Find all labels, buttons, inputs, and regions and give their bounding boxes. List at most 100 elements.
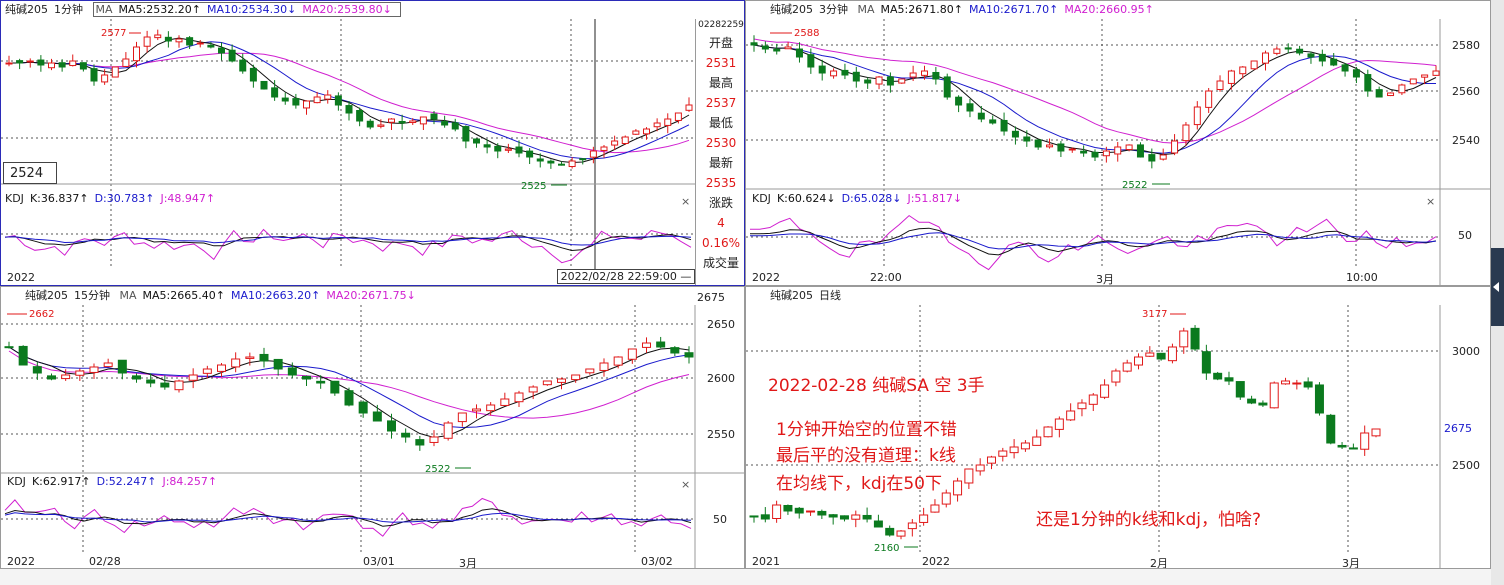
candle xyxy=(1156,352,1166,361)
candle xyxy=(429,430,439,447)
candle xyxy=(919,507,929,526)
x-axis-label: 2月 xyxy=(1150,557,1168,569)
candle xyxy=(16,58,24,70)
candle xyxy=(794,507,804,519)
candle xyxy=(239,53,247,74)
candle xyxy=(784,42,792,50)
candle xyxy=(898,78,906,84)
y-axis-label: 2500 xyxy=(1452,459,1480,472)
low-marker: 2160 xyxy=(874,543,899,554)
candle xyxy=(316,375,326,389)
candle xyxy=(670,346,680,356)
candle xyxy=(1247,395,1257,405)
candle xyxy=(1337,442,1347,450)
y-axis-label: 2580 xyxy=(1452,39,1480,52)
candle xyxy=(1348,443,1358,450)
candle xyxy=(977,106,985,123)
chart-panel-1min[interactable]: 2577 2525 纯碱205 1分钟 MA MA5:2532.20↑ MA10:25… xyxy=(0,0,745,286)
candle xyxy=(627,348,637,364)
close-icon[interactable]: × xyxy=(681,195,691,208)
candle xyxy=(611,135,619,150)
candle xyxy=(1122,359,1132,373)
candle xyxy=(5,55,13,67)
candle xyxy=(632,129,640,135)
candle xyxy=(941,489,951,508)
candle xyxy=(589,146,597,164)
candle xyxy=(249,64,257,88)
candle xyxy=(1273,46,1281,56)
vertical-scrollbar[interactable] xyxy=(1491,0,1504,585)
x-axis-label: 10:00 xyxy=(1346,271,1378,284)
candle xyxy=(1224,371,1234,386)
ma-label: MA xyxy=(95,3,113,16)
candle xyxy=(783,504,793,515)
candle xyxy=(1193,101,1201,130)
candle xyxy=(1032,429,1042,446)
candle xyxy=(1009,439,1019,459)
candle xyxy=(344,387,354,407)
chart-daily-canvas: 3177 2160 xyxy=(746,305,1441,568)
candle xyxy=(930,499,940,513)
chart-15min-canvas: 2662 2522 xyxy=(1,305,744,568)
candle xyxy=(1100,379,1110,400)
candle xyxy=(245,352,255,366)
annotation-line: 1分钟开始空的位置不错 xyxy=(776,420,957,440)
x-axis-label: 2022 xyxy=(922,555,950,568)
candle xyxy=(909,65,917,82)
candle xyxy=(557,377,566,390)
candle xyxy=(599,358,609,377)
candle xyxy=(1421,74,1429,85)
kdj-title: KDJ K:36.837↑ D:30.783↑ J:48.947↑ xyxy=(5,192,216,205)
kdj-d-line xyxy=(4,512,692,523)
chart-title-15min: 纯碱205 15分钟 MA MA5:2665.40↑ MA10:2663.20↑ MA2… xyxy=(25,289,416,302)
candle xyxy=(473,138,480,148)
last-value: 2535 xyxy=(705,176,737,190)
candle xyxy=(1182,122,1190,146)
candle xyxy=(90,64,98,86)
candle xyxy=(806,510,816,516)
candle xyxy=(986,455,996,470)
high-marker: 2577 xyxy=(101,28,126,39)
candle xyxy=(1326,413,1336,445)
x-axis-label: 03/01 xyxy=(363,555,395,568)
candle xyxy=(472,404,481,419)
close-icon[interactable]: × xyxy=(681,478,691,491)
low-label: 最低 xyxy=(708,116,733,130)
candle xyxy=(1307,51,1315,64)
candle xyxy=(807,48,815,74)
candle xyxy=(415,435,425,451)
candle xyxy=(685,97,693,112)
candle xyxy=(79,62,87,72)
candle xyxy=(387,413,396,439)
candle xyxy=(571,374,581,383)
chart-panel-daily[interactable]: 3177 2160 纯碱205 日线 3000 2675 2500 2021 20… xyxy=(745,286,1491,569)
chart-panel-15min[interactable]: 2662 2522 纯碱205 15分钟 MA MA5:2665.40↑ MA10:2… xyxy=(0,286,745,569)
candle xyxy=(955,95,963,113)
candle xyxy=(1136,142,1144,158)
candle xyxy=(188,368,198,389)
candle xyxy=(1398,83,1406,96)
candle xyxy=(1114,141,1122,162)
collapse-arrow-icon[interactable] xyxy=(1493,282,1499,292)
candle xyxy=(217,362,226,378)
kdj-level-label: 50 xyxy=(713,513,727,526)
candle xyxy=(160,375,170,390)
candle xyxy=(260,80,268,90)
candle xyxy=(154,29,162,41)
candle xyxy=(1145,346,1155,357)
candle xyxy=(273,358,283,376)
close-icon[interactable]: × xyxy=(1426,195,1436,208)
candle xyxy=(1296,45,1304,56)
change-label: 涨跌 xyxy=(708,196,733,210)
candle xyxy=(164,31,172,48)
candle xyxy=(1258,400,1268,407)
candle xyxy=(462,125,470,149)
y-axis-label: 2650 xyxy=(707,318,735,331)
y-axis-label: 2560 xyxy=(1452,85,1480,98)
chart-panel-3min[interactable]: 2588 2522 纯碱205 3分钟 MA MA5:2671.80↑ MA10:26… xyxy=(745,0,1491,286)
candle xyxy=(1250,60,1258,71)
candle xyxy=(398,114,406,130)
candle xyxy=(932,66,940,85)
candle xyxy=(1125,144,1133,152)
candle xyxy=(1091,149,1099,161)
